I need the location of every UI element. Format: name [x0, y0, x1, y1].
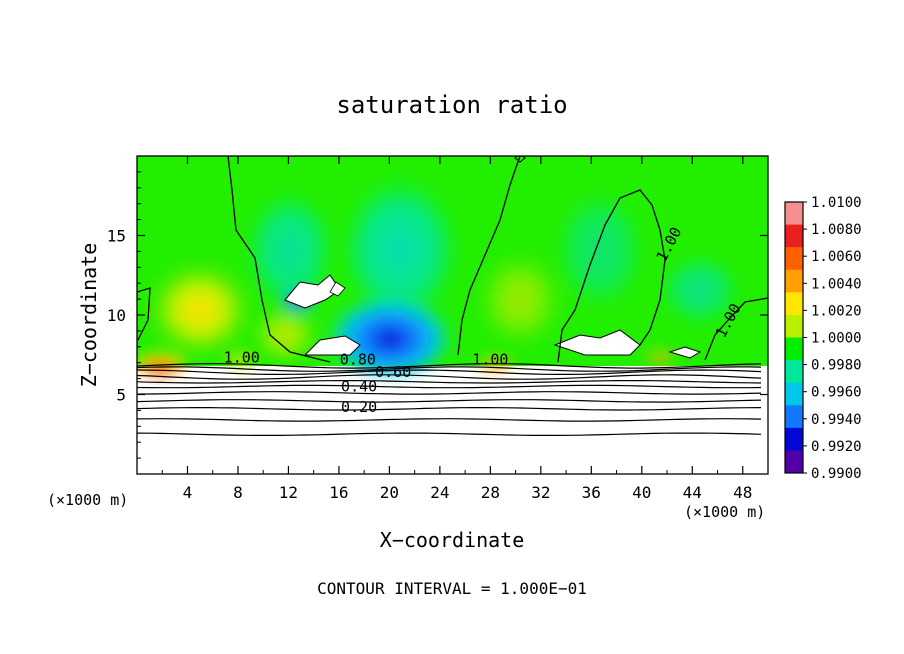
- contour-line-1-00-e: [704, 297, 768, 361]
- contour-label: 0.80: [340, 350, 376, 368]
- colorbar-label: 0.9900: [811, 466, 862, 482]
- contour-label: 0.20: [341, 398, 377, 416]
- x-tick-label: 44: [683, 483, 702, 502]
- contour-lines: [137, 156, 768, 363]
- x-unit-right: (×1000 m): [684, 503, 765, 521]
- contour-line-1-00-d: [557, 189, 666, 363]
- colorbar-swatch: [785, 382, 803, 406]
- colorbar-swatch: [785, 314, 803, 338]
- contour-line-1-00-c: [457, 156, 521, 356]
- x-unit-left: (×1000 m): [47, 491, 128, 509]
- colorbar-labels: 1.0100 1.0080 1.0060 1.0040 1.0020 1.0000 0.99…: [803, 195, 862, 482]
- x-tick-label: 8: [233, 483, 243, 502]
- contour-label: 1.00: [472, 350, 508, 368]
- colorbar-label: 0.9920: [811, 439, 862, 455]
- colorbar-label: 0.9960: [811, 385, 862, 401]
- contour-label: 1.00: [224, 349, 260, 367]
- colorbar-swatch: [785, 202, 803, 226]
- contour-line-lower: [137, 418, 762, 422]
- x-tick-label: 12: [279, 483, 298, 502]
- contour-line-lower: [137, 384, 762, 389]
- x-tick-label: 4: [183, 483, 193, 502]
- lower-contours: [137, 363, 762, 436]
- contour-line-lower: [137, 380, 762, 384]
- contour-label: 0.60: [375, 363, 411, 381]
- contour-line-lower: [137, 432, 762, 436]
- colorbar-label: 1.0020: [811, 303, 862, 319]
- y-axis-label: Z−coordinate: [77, 243, 101, 388]
- x-axis-ticks: 4 8 12 16 20 24 28 32 36 40 44 48: [161, 156, 752, 502]
- contour-line-lower: [137, 366, 762, 372]
- x-tick-label: 36: [582, 483, 601, 502]
- contour-line-lower: [137, 363, 762, 369]
- colorbar-swatch: [785, 360, 803, 384]
- contour-label: 0.40: [341, 377, 377, 395]
- colorbar-label: 1.0100: [811, 195, 862, 211]
- colorbar-label: 0.9980: [811, 358, 862, 374]
- colorbar-label: 1.0060: [811, 249, 862, 265]
- contour-interval-note: CONTOUR INTERVAL = 1.000E−01: [317, 579, 587, 598]
- colorbar-swatch: [785, 405, 803, 429]
- contour-line-1-00-b: [227, 156, 331, 363]
- colorbar-swatch: [785, 427, 803, 451]
- y-tick-label: 5: [116, 386, 126, 405]
- colorbar-label: 1.0080: [811, 222, 862, 238]
- colorbar-swatch: [785, 337, 803, 361]
- x-axis-label: X−coordinate: [380, 528, 525, 552]
- x-tick-label: 40: [632, 483, 651, 502]
- x-tick-label: 16: [329, 483, 348, 502]
- x-tick-label: 32: [531, 483, 550, 502]
- x-tick-label: 20: [380, 483, 399, 502]
- contour-line-1-00-a: [137, 287, 151, 341]
- saturation-field: [137, 156, 768, 474]
- colorbar-swatch: [785, 247, 803, 271]
- y-tick-label: 15: [107, 227, 126, 246]
- colorbar-swatch: [785, 450, 803, 474]
- chart-title: saturation ratio: [336, 91, 567, 119]
- contour-line-lower: [137, 399, 762, 403]
- contour-line-lower: [137, 369, 762, 375]
- contour-line-lower: [137, 391, 762, 395]
- colorbar-label: 0.9940: [811, 412, 862, 428]
- y-tick-label: 10: [107, 306, 126, 325]
- contour-line-lower: [137, 407, 762, 411]
- y-axis-ticks: 5 10 15: [107, 171, 768, 459]
- colorbar-swatch: [785, 269, 803, 293]
- x-tick-label: 24: [430, 483, 449, 502]
- x-tick-label: 48: [733, 483, 752, 502]
- colorbar-label: 1.0000: [811, 331, 862, 347]
- colorbar-swatch: [785, 224, 803, 248]
- contour-line-lower: [137, 374, 762, 380]
- colorbar-label: 1.0040: [811, 276, 862, 292]
- colorbar-swatch: [785, 292, 803, 316]
- colorbar: [784, 201, 804, 474]
- x-tick-label: 28: [481, 483, 500, 502]
- contour-line-edge: [514, 156, 526, 163]
